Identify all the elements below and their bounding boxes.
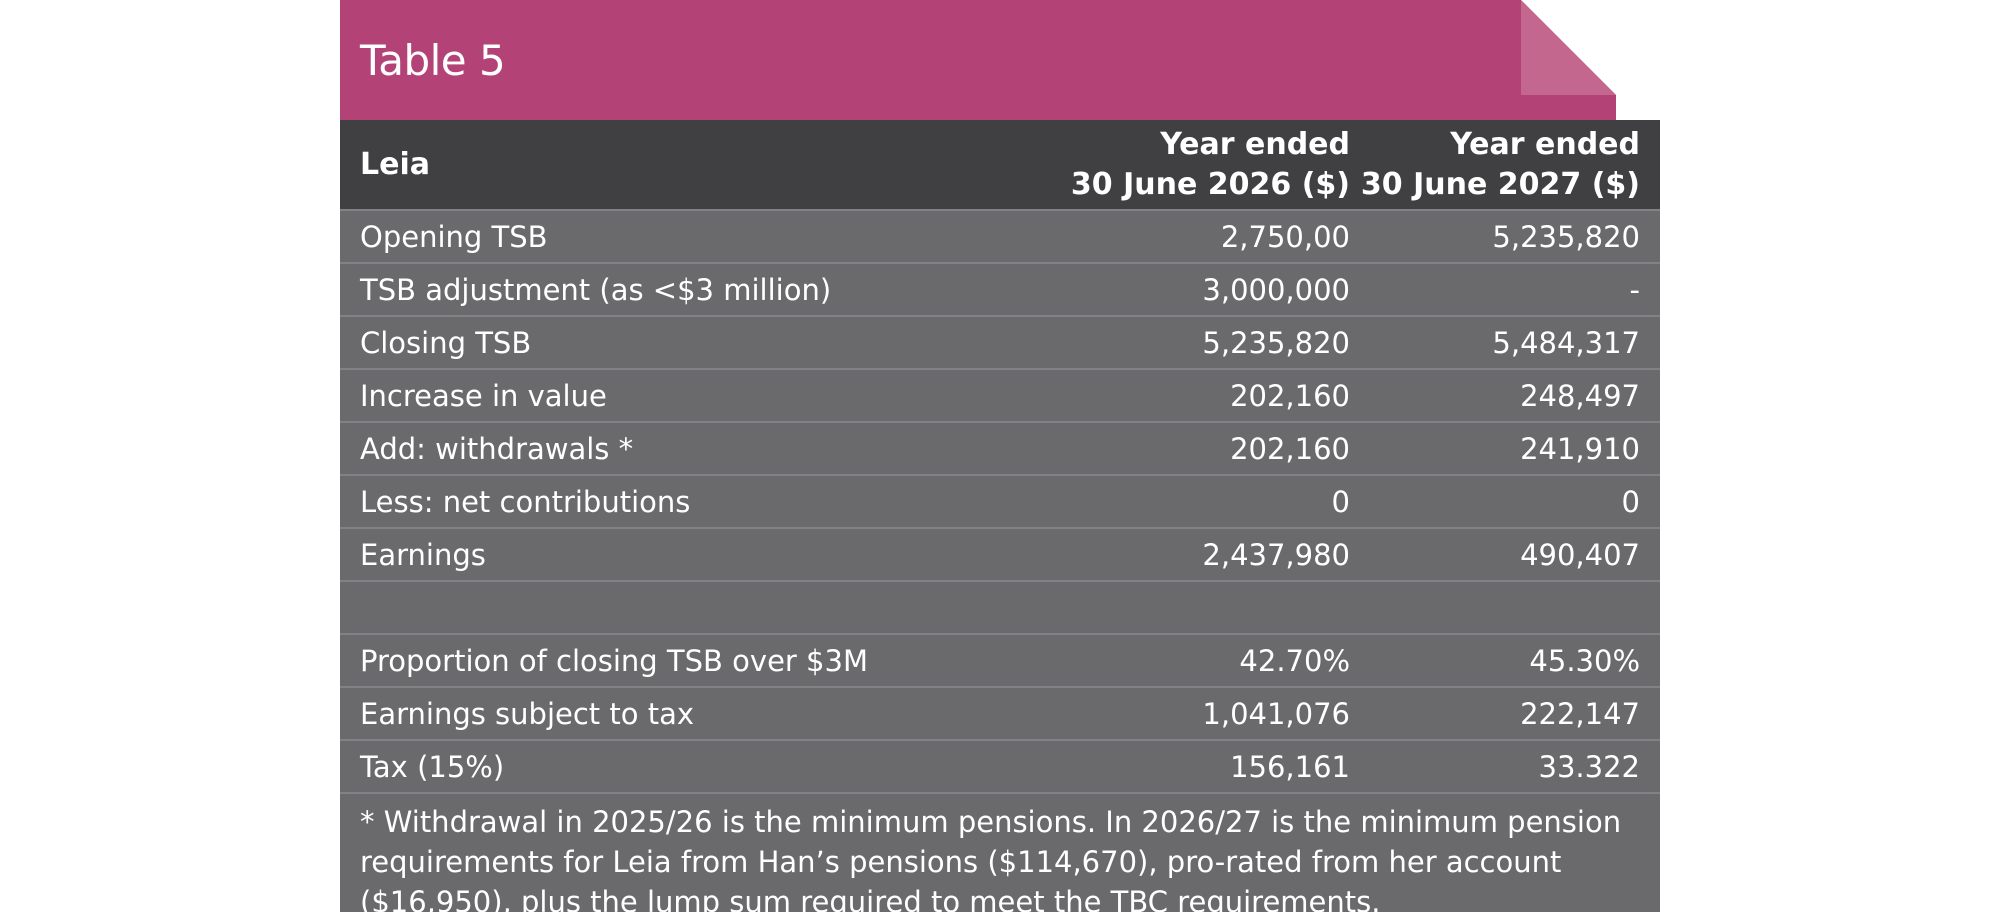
table-row: Earnings subject to tax 1,041,076 222,14… <box>340 686 1660 739</box>
row-value-2027: 490,407 <box>1520 537 1640 572</box>
header-year-2026-line2: 30 June 2026 ($) <box>1070 166 1350 202</box>
row-value-2027: 222,147 <box>1520 696 1640 731</box>
row-value-2026: 202,160 <box>1230 378 1350 413</box>
table-header: Leia Year ended 30 June 2026 ($) Year en… <box>340 120 1660 209</box>
row-label: Tax (15%) <box>360 749 505 784</box>
footnote: * Withdrawal in 2025/26 is the minimum p… <box>340 792 1660 919</box>
row-label: Opening TSB <box>360 219 548 254</box>
row-value-2026: 3,000,000 <box>1202 272 1350 307</box>
row-value-2027: 0 <box>1621 484 1640 519</box>
data-table: Leia Year ended 30 June 2026 ($) Year en… <box>340 120 1660 919</box>
header-label: Leia <box>360 147 430 182</box>
row-value-2027: 248,497 <box>1520 378 1640 413</box>
row-label: Closing TSB <box>360 325 532 360</box>
row-label: Less: net contributions <box>360 484 691 519</box>
header-year-2027-line1: Year ended <box>1450 126 1640 162</box>
row-value-2026: 5,235,820 <box>1202 325 1350 360</box>
header-year-2027-line2: 30 June 2027 ($) <box>1360 166 1640 202</box>
row-value-2026: 42.70% <box>1239 643 1350 678</box>
row-value-2027: 5,235,820 <box>1492 219 1640 254</box>
table-row: Closing TSB 5,235,820 5,484,317 <box>340 315 1660 368</box>
table-row: TSB adjustment (as <$3 million) 3,000,00… <box>340 262 1660 315</box>
row-value-2027: 5,484,317 <box>1492 325 1640 360</box>
row-label: Earnings subject to tax <box>360 696 695 731</box>
row-value-2027: 45.30% <box>1529 643 1640 678</box>
table-row: Tax (15%) 156,161 33.322 <box>340 739 1660 792</box>
row-value-2026: 202,160 <box>1230 431 1350 466</box>
table-row: Proportion of closing TSB over $3M 42.70… <box>340 633 1660 686</box>
row-label: Earnings <box>360 537 486 572</box>
table-row: Add: withdrawals * 202,160 241,910 <box>340 421 1660 474</box>
header-year-2027: Year ended 30 June 2027 ($) <box>1350 125 1660 205</box>
header-year-2026: Year ended 30 June 2026 ($) <box>1012 125 1350 205</box>
row-label: Add: withdrawals * <box>360 431 634 466</box>
table-row: Opening TSB 2,750,00 5,235,820 <box>340 209 1660 262</box>
table-row-spacer <box>340 580 1660 633</box>
row-value-2027: - <box>1629 272 1640 307</box>
table-row: Earnings 2,437,980 490,407 <box>340 527 1660 580</box>
tab-fold-corner <box>1521 0 1616 95</box>
row-label: Increase in value <box>360 378 607 413</box>
row-value-2026: 2,437,980 <box>1202 537 1350 572</box>
row-value-2026: 156,161 <box>1230 749 1350 784</box>
row-value-2026: 2,750,00 <box>1220 219 1350 254</box>
row-value-2026: 0 <box>1331 484 1350 519</box>
row-value-2026: 1,041,076 <box>1202 696 1350 731</box>
table-row: Less: net contributions 0 0 <box>340 474 1660 527</box>
row-value-2027: 33.322 <box>1538 749 1640 784</box>
row-label: TSB adjustment (as <$3 million) <box>360 272 832 307</box>
header-year-2026-line1: Year ended <box>1160 126 1350 162</box>
row-value-2027: 241,910 <box>1520 431 1640 466</box>
table-card: Table 5 Leia Year ended 30 June 2026 ($)… <box>340 0 1660 921</box>
row-label: Proportion of closing TSB over $3M <box>360 643 868 678</box>
title-tab <box>340 0 1616 120</box>
table-title: Table 5 <box>360 36 506 85</box>
table-row: Increase in value 202,160 248,497 <box>340 368 1660 421</box>
